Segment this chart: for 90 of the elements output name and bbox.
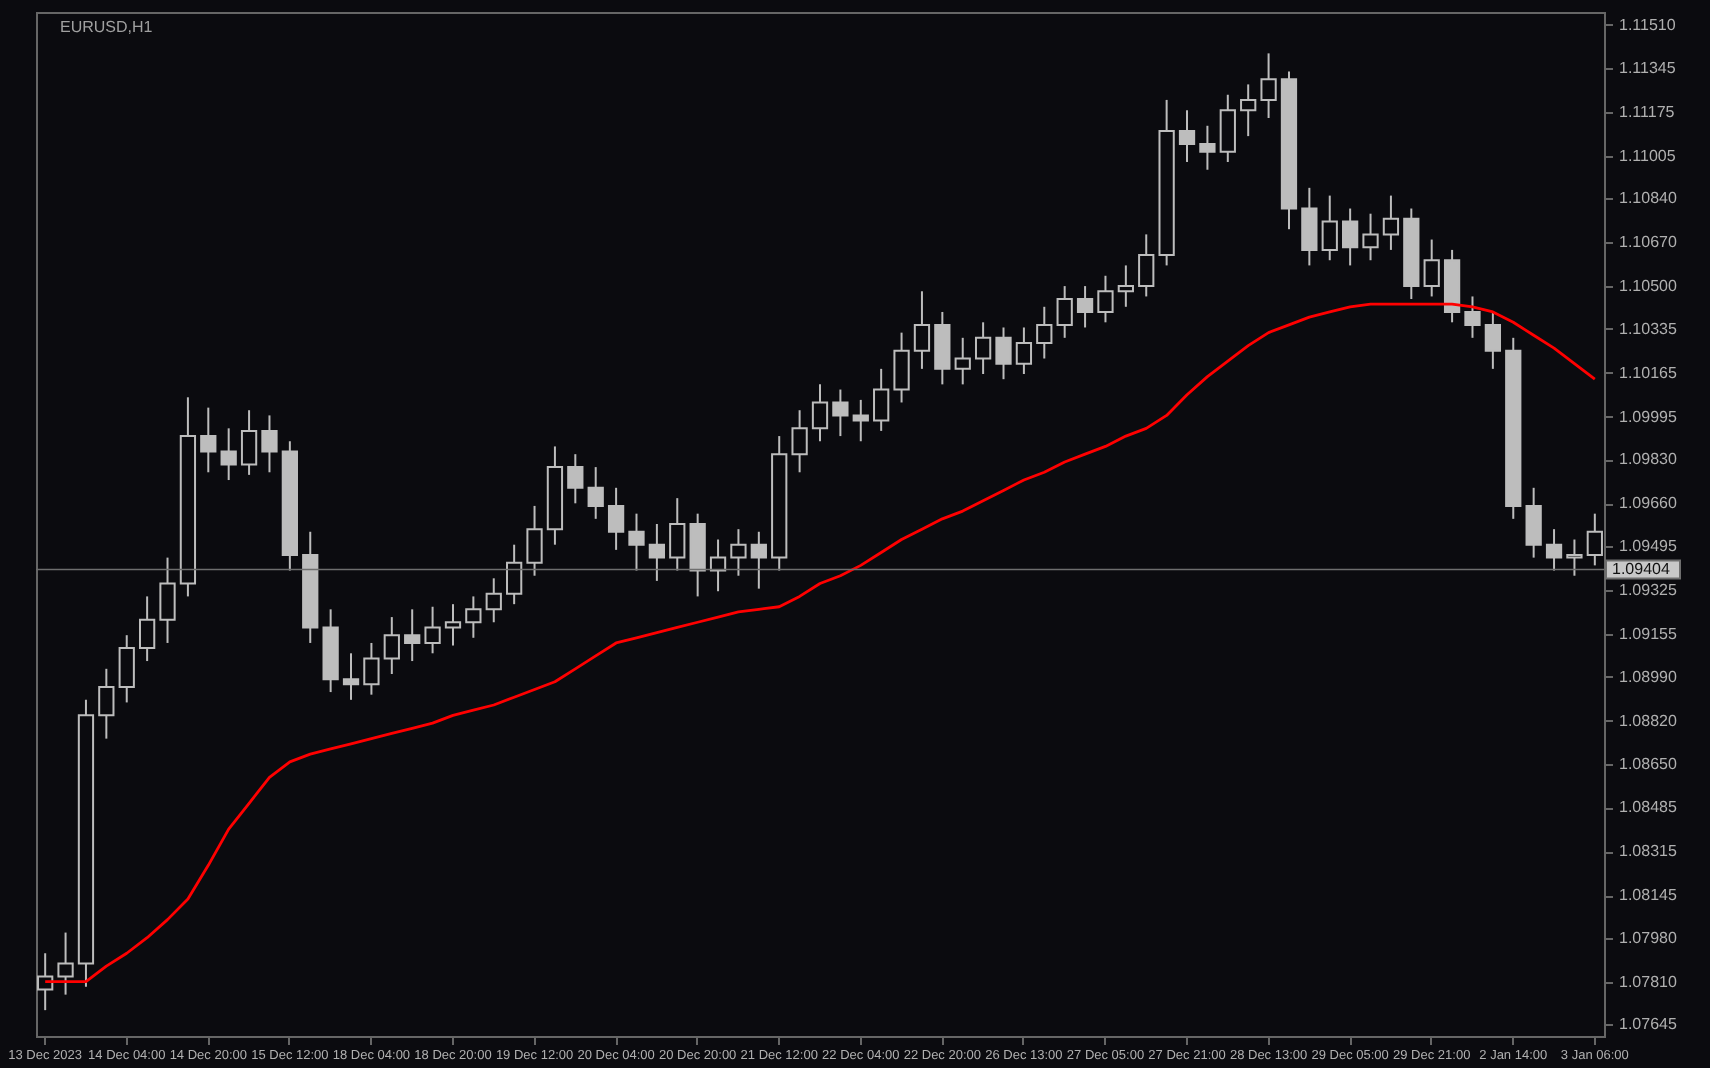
y-tick-label: 1.11510 — [1619, 15, 1677, 34]
candlestick — [1525, 486, 1542, 559]
candlestick — [934, 310, 951, 386]
candlestick — [240, 409, 258, 476]
candlestick — [363, 641, 380, 696]
y-tick-label: 1.07810 — [1619, 972, 1678, 991]
candlestick — [118, 634, 135, 704]
candlestick — [465, 595, 482, 639]
candlestick — [1423, 238, 1440, 298]
y-tick-label: 1.08145 — [1619, 886, 1678, 905]
candlestick — [954, 336, 971, 386]
y-tick-label: 1.09830 — [1619, 450, 1678, 469]
candlestick — [587, 466, 604, 520]
y-tick-label: 1.10670 — [1619, 233, 1678, 252]
candlestick — [261, 414, 278, 474]
y-tick-label: 1.11345 — [1619, 58, 1677, 77]
y-tick-label: 1.08315 — [1619, 842, 1678, 861]
candlestick — [791, 409, 808, 474]
candlestick — [1260, 52, 1277, 120]
candlestick — [485, 577, 502, 624]
candlestick — [669, 497, 686, 572]
candlestick — [424, 605, 441, 655]
candlestick — [1382, 194, 1400, 251]
y-tick-label: 1.10840 — [1619, 189, 1678, 208]
candlestick — [200, 406, 217, 474]
candlestick — [648, 523, 666, 582]
candlestick — [342, 652, 360, 701]
candlestick — [1219, 93, 1236, 163]
y-tick-label: 1.09325 — [1619, 580, 1678, 599]
candlestick — [1015, 326, 1033, 376]
chart-title: EURUSD,H1 — [60, 18, 154, 36]
y-tick-label: 1.08650 — [1619, 755, 1678, 774]
candlestick — [220, 427, 237, 482]
y-tick-label: 1.08820 — [1619, 711, 1678, 730]
candlestick — [1076, 285, 1094, 329]
candlestick — [1178, 109, 1196, 163]
y-tick-label: 1.09155 — [1619, 624, 1678, 643]
candlestick — [1240, 83, 1257, 138]
y-tick-label: 1.07980 — [1619, 928, 1678, 947]
candlestick — [159, 556, 176, 644]
candlestick — [873, 367, 890, 432]
candlestick — [832, 388, 849, 438]
candlestick — [98, 667, 115, 740]
candlestick — [893, 331, 910, 404]
candlestick — [689, 512, 706, 598]
y-tick-label: 1.08485 — [1619, 798, 1678, 817]
candlestick — [1484, 310, 1502, 370]
candlestick — [995, 326, 1012, 381]
y-tick-label: 1.09995 — [1619, 407, 1678, 426]
candlestick — [730, 528, 747, 577]
y-tick-label: 1.08990 — [1619, 667, 1678, 686]
candlestick — [1464, 295, 1481, 339]
y-tick-label: 1.11175 — [1619, 102, 1676, 121]
candlestick — [852, 398, 869, 443]
candlestick — [1301, 186, 1318, 267]
ref-line-label: 1.09404 — [1612, 559, 1671, 578]
candlestick — [709, 538, 727, 593]
candlestick — [506, 543, 523, 606]
candlestick — [1566, 538, 1583, 577]
y-tick-label: 1.09660 — [1619, 494, 1678, 513]
candlestick — [913, 290, 931, 370]
candlestick — [1117, 264, 1134, 308]
y-tick-label: 1.10165 — [1619, 363, 1678, 382]
candlestick — [138, 595, 156, 663]
candlestick — [1342, 207, 1359, 267]
candlestick — [811, 383, 829, 443]
y-tick-label: 1.11005 — [1619, 146, 1677, 165]
y-tick-label: 1.10335 — [1619, 319, 1678, 338]
candlestick — [1138, 233, 1155, 298]
candlestick — [526, 504, 543, 577]
candlestick — [1586, 512, 1603, 567]
candlestick — [383, 616, 400, 675]
candlestick — [567, 453, 584, 505]
candlestick — [404, 608, 421, 663]
y-tick-label: 1.10500 — [1619, 277, 1678, 296]
candlestick — [1362, 212, 1379, 262]
candlestick — [1056, 285, 1073, 339]
candlestick — [750, 530, 767, 590]
y-tick-label: 1.07645 — [1619, 1015, 1678, 1034]
candlestick — [974, 321, 992, 376]
candlestick — [607, 486, 625, 551]
y-tick-label: 1.09495 — [1619, 536, 1678, 555]
candlestick — [57, 931, 74, 996]
candlestick — [1545, 528, 1563, 572]
candlestick — [444, 603, 462, 647]
candlestick — [628, 512, 645, 572]
candlestick — [1321, 194, 1338, 262]
candlestick — [1199, 124, 1216, 171]
candlestick — [1097, 274, 1114, 324]
candlestick — [1036, 305, 1053, 360]
